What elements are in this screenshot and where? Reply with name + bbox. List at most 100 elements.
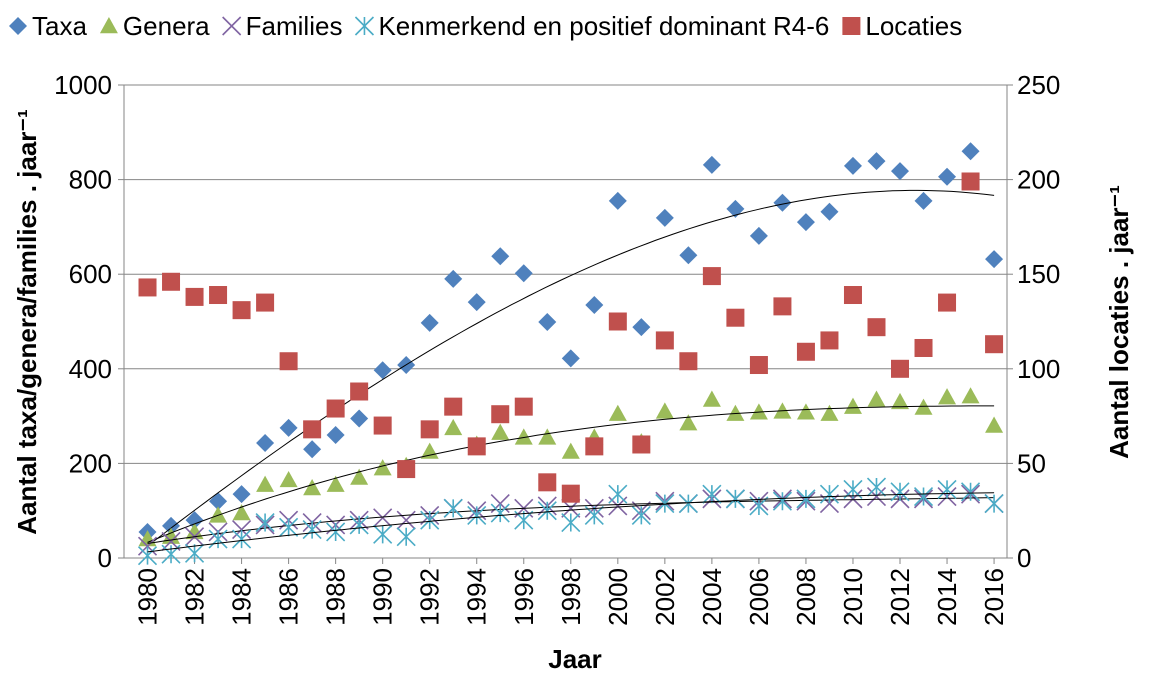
point: [514, 397, 533, 416]
point: [702, 155, 721, 174]
x-tick-label: 2008: [791, 568, 821, 626]
point: [222, 16, 242, 36]
x-tick-label: 2016: [979, 568, 1009, 626]
point: [819, 494, 840, 514]
point: [491, 247, 510, 266]
point: [726, 404, 745, 421]
x-tick-label: 1992: [415, 568, 445, 626]
point: [843, 397, 862, 414]
y2-tick-label: 250: [1017, 70, 1060, 100]
point: [373, 361, 392, 380]
point: [585, 295, 604, 314]
point: [914, 338, 933, 357]
point: [726, 308, 745, 327]
point: [820, 404, 839, 421]
point: [420, 313, 439, 332]
point: [444, 269, 463, 288]
point: [373, 524, 393, 544]
point: [396, 527, 416, 547]
point: [985, 335, 1004, 354]
point: [961, 172, 980, 191]
point: [373, 459, 392, 476]
point: [208, 529, 228, 549]
point: [585, 437, 604, 456]
point: [326, 399, 345, 418]
point: [397, 460, 416, 479]
x-tick-label: 1984: [227, 568, 257, 626]
point: [232, 520, 252, 540]
y-tick-label: 400: [69, 354, 112, 384]
point: [350, 468, 369, 485]
point: [938, 293, 957, 312]
point: [232, 504, 251, 521]
point: [772, 491, 792, 511]
point: [232, 485, 251, 504]
point: [443, 498, 463, 518]
y2-tick-label: 200: [1017, 165, 1060, 195]
point: [985, 250, 1004, 269]
point: [373, 508, 393, 528]
point: [279, 470, 298, 488]
y-tick-label: 600: [69, 259, 112, 289]
point: [538, 312, 557, 331]
point: [866, 477, 887, 497]
point: [702, 267, 721, 286]
point: [491, 423, 510, 440]
point: [891, 162, 910, 181]
point: [137, 536, 158, 556]
x-tick-label: 1990: [368, 568, 398, 626]
point: [655, 208, 674, 227]
point: [467, 293, 486, 312]
point: [843, 489, 863, 509]
point: [467, 505, 487, 525]
point: [985, 416, 1004, 433]
point: [138, 278, 157, 297]
point: [349, 515, 369, 535]
point: [678, 494, 698, 514]
point: [279, 418, 298, 437]
point: [137, 546, 158, 566]
point: [655, 402, 674, 419]
point: [209, 286, 228, 305]
point: [537, 501, 557, 521]
point: [514, 428, 533, 445]
point: [303, 420, 322, 439]
point: [913, 486, 934, 507]
point: [891, 392, 910, 410]
point: [608, 404, 627, 421]
x-tick-label: 1982: [180, 568, 210, 626]
point: [842, 17, 861, 35]
series: [137, 477, 1004, 566]
point: [867, 318, 886, 337]
point: [608, 191, 627, 210]
series: [138, 172, 1004, 503]
legend-label: Taxa: [32, 11, 87, 41]
point: [867, 390, 886, 407]
point: [303, 440, 322, 459]
y2-tick-label: 50: [1017, 448, 1046, 478]
point: [184, 543, 205, 563]
point: [561, 349, 580, 368]
x-tick-label: 2014: [932, 568, 962, 626]
point: [561, 442, 580, 459]
point: [867, 152, 886, 171]
point: [843, 156, 862, 175]
y-tick-label: 800: [69, 165, 112, 195]
point: [9, 17, 27, 35]
point: [162, 516, 181, 535]
point: [279, 517, 299, 537]
y-tick-label: 1000: [54, 70, 112, 100]
x-tick-label: 2012: [885, 568, 915, 626]
legend-item: Taxa: [9, 11, 87, 41]
point: [819, 484, 840, 504]
point: [420, 420, 439, 439]
point: [702, 390, 721, 407]
trendline: [147, 405, 995, 543]
point: [984, 494, 1004, 514]
trendline: [147, 492, 995, 553]
x-tick-label: 2010: [838, 568, 868, 626]
point: [749, 226, 768, 245]
point: [679, 414, 698, 431]
point: [303, 478, 322, 496]
